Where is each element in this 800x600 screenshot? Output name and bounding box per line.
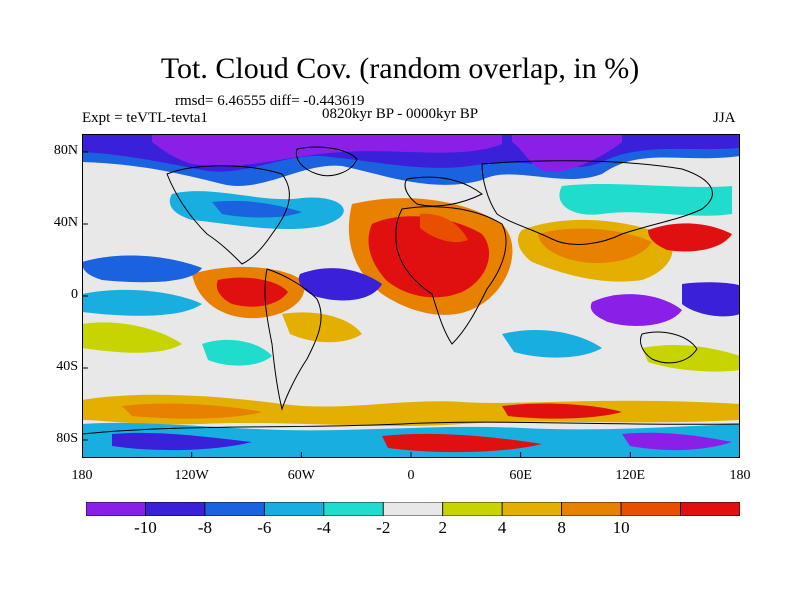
colorbar-label: -10 xyxy=(134,518,157,537)
colorbar-swatch xyxy=(501,502,563,516)
colorbar-label: -8 xyxy=(197,518,212,537)
lon-tick-label: 120W xyxy=(174,468,209,483)
colorbar-label: 8 xyxy=(557,518,566,537)
colorbar-label: 10 xyxy=(612,518,630,537)
cloud-anomaly-map xyxy=(82,134,740,458)
lat-tick-label: 40S xyxy=(56,359,78,374)
colorbar-swatch xyxy=(620,502,681,516)
colorbar-label: 2 xyxy=(438,518,447,537)
colorbar-swatch xyxy=(382,502,444,516)
lat-tick-label: 80S xyxy=(56,431,78,446)
colorbar-swatch xyxy=(263,502,325,516)
colorbar-swatch xyxy=(204,502,265,516)
plot-title: Tot. Cloud Cov. (random overlap, in %) xyxy=(160,52,640,85)
colorbar-swatch xyxy=(561,502,622,516)
anomaly-field-layer xyxy=(82,134,740,458)
lon-tick-label: 60E xyxy=(509,468,532,483)
period-label: 0820kyr BP - 0000kyr BP xyxy=(322,106,479,122)
season-label: JJA xyxy=(713,110,736,126)
lon-tick-label: 180 xyxy=(71,468,93,483)
colorbar-swatch xyxy=(442,502,503,516)
lon-tick-label: 60W xyxy=(287,468,315,483)
colorbar-swatch xyxy=(145,502,206,516)
lon-tick-label: 180 xyxy=(729,468,751,483)
colorbar xyxy=(86,502,740,516)
colorbar-swatch xyxy=(680,502,740,516)
colorbar-swatch xyxy=(86,502,146,516)
lon-tick-label: 0 xyxy=(407,468,415,483)
colorbar-label: 4 xyxy=(497,518,507,537)
lat-tick-label: 40N xyxy=(53,215,78,230)
stats-text: rmsd= 6.46555 diff= -0.443619 xyxy=(175,93,365,109)
colorbar-label: -6 xyxy=(257,518,272,537)
tick-marks xyxy=(82,151,740,458)
colorbar-label: -2 xyxy=(376,518,391,537)
colorbar-swatch xyxy=(323,502,384,516)
colorbar-label: -4 xyxy=(316,518,331,537)
lat-tick-label: 80N xyxy=(53,143,78,158)
lon-tick-label: 120E xyxy=(615,468,646,483)
experiment-label: Expt = teVTL-tevta1 xyxy=(82,110,208,126)
coastline-layer xyxy=(82,146,740,435)
lat-tick-label: 0 xyxy=(71,287,78,302)
